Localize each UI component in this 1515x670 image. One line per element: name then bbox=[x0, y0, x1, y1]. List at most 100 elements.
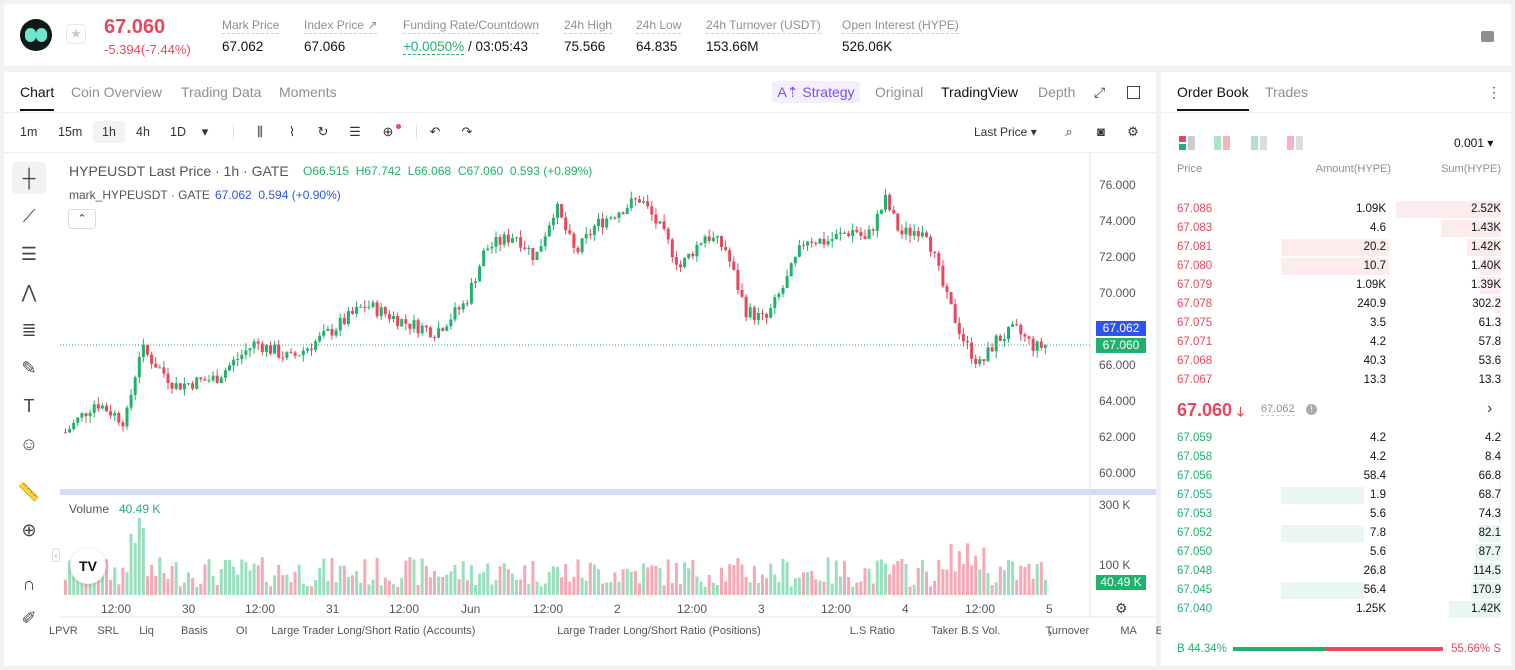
chevron-right-icon[interactable]: › bbox=[1487, 400, 1493, 417]
tab-order-book[interactable]: Order Book bbox=[1177, 84, 1249, 111]
bid-row[interactable]: 67.048 26.8 114.5 bbox=[1161, 562, 1511, 581]
timeframe-15m[interactable]: 15m bbox=[58, 125, 83, 139]
indicator-taker-b-s-vol-[interactable]: Taker B.S Vol. bbox=[931, 625, 1001, 637]
indicators-icon[interactable]: ⌇ bbox=[288, 124, 296, 139]
redo-icon[interactable]: ↷ bbox=[461, 124, 473, 139]
collapse-legend-icon[interactable]: ⌃ bbox=[68, 209, 96, 229]
indicator-large-trader-long-short-ratio-positions-[interactable]: Large Trader Long/Short Ratio (Positions… bbox=[557, 625, 761, 637]
search-icon[interactable]: ⌕ bbox=[1065, 124, 1073, 139]
horizontal-lines-icon[interactable]: ☰ bbox=[20, 244, 38, 264]
ask-row[interactable]: 67.067 13.3 13.3 bbox=[1161, 371, 1511, 390]
timeframe-1d[interactable]: 1D bbox=[170, 125, 186, 139]
crosshair-icon[interactable]: ┼ bbox=[12, 162, 46, 194]
favorite-star-icon[interactable]: ★ bbox=[66, 24, 86, 44]
zoom-in-icon[interactable]: ⊕ bbox=[21, 520, 37, 540]
precision-select[interactable]: 0.001 ▾ bbox=[1454, 136, 1494, 150]
ask-row[interactable]: 67.081 20.2 1.42K bbox=[1161, 238, 1511, 257]
volume-bar bbox=[986, 573, 990, 595]
compare-icon[interactable]: ↻ bbox=[317, 124, 329, 139]
ask-row[interactable]: 67.086 1.09K 2.52K bbox=[1161, 200, 1511, 219]
trend-line-icon[interactable]: ⟋ bbox=[22, 206, 36, 226]
tab-trading-data[interactable]: Trading Data bbox=[181, 84, 262, 100]
undo-icon[interactable]: ↶ bbox=[429, 124, 441, 139]
indicator-liq[interactable]: Liq bbox=[139, 625, 154, 637]
ask-row[interactable]: 67.075 3.5 61.3 bbox=[1161, 314, 1511, 333]
stat-index-price[interactable]: Index Price ↗ 67.066 bbox=[304, 18, 378, 54]
candle-body bbox=[498, 237, 502, 245]
view-tradingview[interactable]: TradingView bbox=[941, 84, 1019, 100]
timeframe-1h[interactable]: 1h bbox=[93, 121, 125, 143]
view-both-icon[interactable] bbox=[1179, 136, 1195, 150]
candle-body bbox=[174, 383, 178, 389]
order-amount: 1.09K bbox=[1355, 203, 1386, 215]
view-depth[interactable]: Depth bbox=[1038, 84, 1076, 100]
camera-icon[interactable]: ◙ bbox=[1097, 124, 1105, 139]
bid-row[interactable]: 67.055 1.9 68.7 bbox=[1161, 486, 1511, 505]
info-icon[interactable]: ! bbox=[1306, 404, 1317, 415]
bid-row[interactable]: 67.050 5.6 87.7 bbox=[1161, 543, 1511, 562]
tab-chart[interactable]: Chart bbox=[20, 84, 55, 111]
ask-row[interactable]: 67.068 40.3 53.6 bbox=[1161, 352, 1511, 371]
collapse-toolbar-icon[interactable]: ‹ bbox=[52, 548, 60, 562]
pattern-icon[interactable]: ⋀ bbox=[21, 282, 37, 302]
ask-row[interactable]: 67.079 1.09K 1.39K bbox=[1161, 276, 1511, 295]
view-asks-icon[interactable] bbox=[1287, 136, 1303, 150]
bid-row[interactable]: 67.059 4.2 4.2 bbox=[1161, 429, 1511, 448]
indicator-basis[interactable]: Basis bbox=[181, 625, 208, 637]
more-icon[interactable]: ⋮ bbox=[1487, 84, 1501, 100]
add-alert-icon[interactable]: ⊕ bbox=[382, 124, 394, 139]
ruler-icon[interactable]: 📏 bbox=[17, 482, 41, 502]
expand-icon[interactable]: ⤢ bbox=[1094, 84, 1106, 100]
brush-icon[interactable]: ✎ bbox=[21, 358, 37, 378]
ask-row[interactable]: 67.071 4.2 57.8 bbox=[1161, 333, 1511, 352]
tab-trades[interactable]: Trades bbox=[1265, 84, 1309, 100]
indicator-large-trader-long-short-ratio-accounts-[interactable]: Large Trader Long/Short Ratio (Accounts) bbox=[271, 625, 476, 637]
bid-row[interactable]: 67.045 56.4 170.9 bbox=[1161, 581, 1511, 600]
strategy-button[interactable]: A⇡ Strategy bbox=[772, 81, 860, 103]
ask-row[interactable]: 67.078 240.9 302.2 bbox=[1161, 295, 1511, 314]
bid-row[interactable]: 67.053 5.6 74.3 bbox=[1161, 505, 1511, 524]
indicator-turnover[interactable]: Turnover bbox=[1045, 625, 1090, 637]
indicator-lpvr[interactable]: LPVR bbox=[49, 625, 78, 637]
view-both-alt-icon[interactable] bbox=[1214, 136, 1230, 150]
fib-icon[interactable]: ≣ bbox=[21, 320, 37, 340]
text-icon[interactable]: T bbox=[23, 396, 35, 416]
volume-bar bbox=[662, 585, 666, 595]
candle-body bbox=[117, 412, 121, 423]
price-chart[interactable] bbox=[4, 72, 1156, 666]
bid-row[interactable]: 67.040 1.25K 1.42K bbox=[1161, 600, 1511, 619]
bid-row[interactable]: 67.058 4.2 8.4 bbox=[1161, 448, 1511, 467]
tab-moments[interactable]: Moments bbox=[279, 84, 337, 100]
ask-row[interactable]: 67.080 10.7 1.40K bbox=[1161, 257, 1511, 276]
indicator-oi[interactable]: OI bbox=[236, 625, 248, 637]
emoji-icon[interactable]: ☺ bbox=[19, 434, 39, 454]
guide-book-icon[interactable] bbox=[1481, 31, 1494, 42]
timeframe-1m[interactable]: 1m bbox=[20, 125, 38, 139]
gear-icon[interactable]: ⚙ bbox=[1127, 124, 1139, 139]
candle-body bbox=[572, 233, 576, 248]
ask-row[interactable]: 67.083 4.6 1.43K bbox=[1161, 219, 1511, 238]
templates-icon[interactable]: ☰ bbox=[349, 124, 361, 139]
bid-row[interactable]: 67.052 7.8 82.1 bbox=[1161, 524, 1511, 543]
magnet-icon[interactable]: ∩ bbox=[22, 574, 36, 594]
order-price: 67.053 bbox=[1177, 508, 1213, 520]
timeframe-4h[interactable]: 4h bbox=[136, 125, 150, 139]
volume-bar bbox=[326, 580, 330, 595]
pane-separator[interactable] bbox=[60, 489, 1156, 495]
timeframe-dropdown-icon[interactable]: ▾ bbox=[201, 124, 209, 139]
candle-body bbox=[736, 269, 740, 290]
pencil-lock-icon[interactable]: ✐ bbox=[21, 608, 37, 628]
indicator-l-s-ratio[interactable]: L.S Ratio bbox=[849, 625, 896, 637]
view-bids-icon[interactable] bbox=[1251, 136, 1267, 150]
settings-icon[interactable]: ⚙ bbox=[1115, 600, 1128, 616]
candle-type-icon[interactable]: ⫼ bbox=[257, 124, 263, 139]
volume-bar bbox=[1011, 561, 1015, 595]
indicator-ma[interactable]: MA bbox=[1120, 625, 1137, 637]
view-original[interactable]: Original bbox=[875, 84, 924, 100]
indicator-srl[interactable]: SRL bbox=[97, 625, 119, 637]
window-icon[interactable] bbox=[1127, 86, 1140, 99]
chevron-right-icon[interactable]: › bbox=[1048, 625, 1053, 640]
bid-row[interactable]: 67.056 58.4 66.8 bbox=[1161, 467, 1511, 486]
tab-coin-overview[interactable]: Coin Overview bbox=[71, 84, 163, 100]
price-mode-select[interactable]: Last Price ▾ bbox=[974, 125, 1037, 139]
